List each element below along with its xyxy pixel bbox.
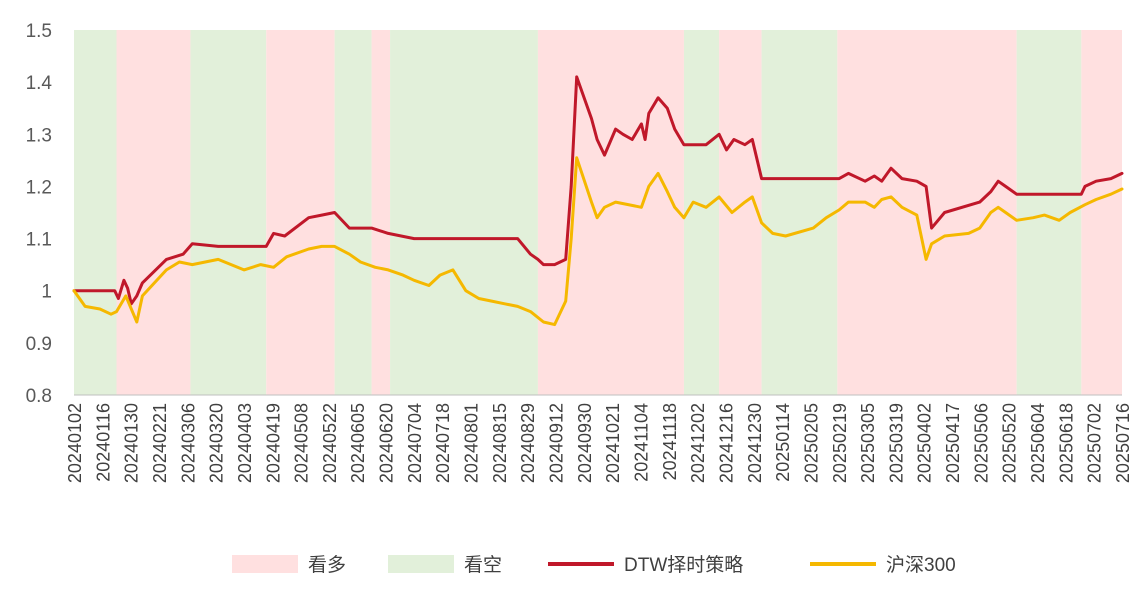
regime-bands (74, 30, 1122, 395)
regime-band-9 (719, 30, 762, 395)
series-line-0 (72, 75, 1124, 306)
x-tick-label-28: 20250305 (858, 403, 878, 483)
x-tick-label-31: 20250417 (943, 403, 963, 483)
regime-band-10 (761, 30, 838, 395)
x-tick-label-18: 20240930 (575, 403, 595, 483)
y-tick-label-1: 0.9 (26, 334, 52, 355)
regime-band-4 (334, 30, 372, 395)
y-tick-label-5: 1.3 (26, 125, 52, 146)
x-tick-label-20: 20241104 (632, 403, 652, 482)
x-tick-label-13: 20240718 (433, 403, 453, 483)
regime-band-2 (190, 30, 267, 395)
x-tick-label-1: 20240116 (93, 403, 113, 482)
y-tick-label-4: 1.2 (26, 177, 52, 198)
x-tick-label-27: 20250219 (830, 403, 850, 483)
x-tick-label-11: 20240620 (377, 403, 397, 483)
x-tick-label-21: 20241118 (660, 403, 680, 480)
x-tick-label-36: 20250702 (1085, 403, 1105, 483)
legend-label-3: 沪深300 (886, 554, 956, 576)
regime-band-3 (266, 30, 335, 395)
legend-label-1: 看空 (464, 554, 502, 576)
y-tick-label-7: 1.5 (26, 21, 52, 42)
x-tick-label-8: 20240508 (292, 403, 312, 483)
x-tick-label-9: 20240522 (320, 403, 340, 483)
x-tick-label-17: 20240912 (547, 403, 567, 483)
legend-label-2: DTW择时策略 (624, 554, 743, 576)
y-tick-label-6: 1.4 (26, 73, 53, 94)
legend-swatch-0 (232, 555, 298, 573)
y-axis: 0.8 0.9 1 1.1 1.2 1.3 1.4 1.5 (26, 21, 53, 407)
x-tick-label-12: 20240704 (405, 403, 425, 483)
x-tick-label-30: 20250402 (915, 403, 935, 483)
x-tick-label-24: 20241230 (745, 403, 765, 483)
x-tick-label-34: 20250604 (1028, 403, 1048, 483)
x-tick-label-3: 20240221 (150, 403, 170, 483)
x-tick-label-14: 20240801 (462, 403, 482, 483)
regime-band-1 (116, 30, 191, 395)
x-tick-label-25: 20250114 (773, 403, 793, 482)
x-tick-label-0: 20240102 (65, 403, 85, 483)
x-tick-label-6: 20240403 (235, 403, 255, 483)
x-tick-label-7: 20240419 (263, 403, 283, 483)
series-lines (72, 75, 1124, 327)
legend-label-0: 看多 (308, 554, 346, 576)
series-line-1 (72, 156, 1124, 327)
x-tick-label-5: 20240320 (207, 403, 227, 483)
y-tick-label-0: 0.8 (26, 386, 52, 407)
x-tick-label-32: 20250506 (971, 403, 991, 483)
legend-swatch-1 (388, 555, 454, 573)
y-tick-label-3: 1.1 (26, 230, 52, 251)
regime-band-13 (1081, 30, 1122, 395)
regime-band-0 (74, 30, 117, 395)
x-tick-label-4: 20240306 (178, 403, 198, 483)
regime-band-5 (371, 30, 391, 395)
regime-band-7 (537, 30, 684, 395)
x-tick-label-23: 20241216 (717, 403, 737, 483)
x-tick-label-26: 20250205 (801, 403, 821, 483)
x-tick-label-16: 20240829 (518, 403, 538, 483)
x-tick-label-19: 20241021 (603, 403, 623, 483)
x-tick-label-22: 20241202 (688, 403, 708, 483)
regime-band-11 (837, 30, 1017, 395)
x-tick-label-2: 20240130 (122, 403, 142, 483)
x-tick-label-10: 20240605 (348, 403, 368, 483)
x-tick-label-15: 20240815 (490, 403, 510, 483)
regime-band-8 (683, 30, 720, 395)
y-tick-label-2: 1 (41, 282, 52, 303)
x-tick-label-29: 20250319 (886, 403, 906, 483)
x-tick-label-35: 20250618 (1056, 403, 1076, 483)
regime-band-6 (390, 30, 538, 395)
x-axis: 20240102 20240116 20240130 20240221 20240306… (65, 394, 1133, 483)
legend: 看多 看空 DTW择时策略 沪深300 (232, 554, 956, 576)
x-tick-label-33: 20250520 (1000, 403, 1020, 483)
x-tick-label-37: 20250716 (1113, 403, 1133, 483)
